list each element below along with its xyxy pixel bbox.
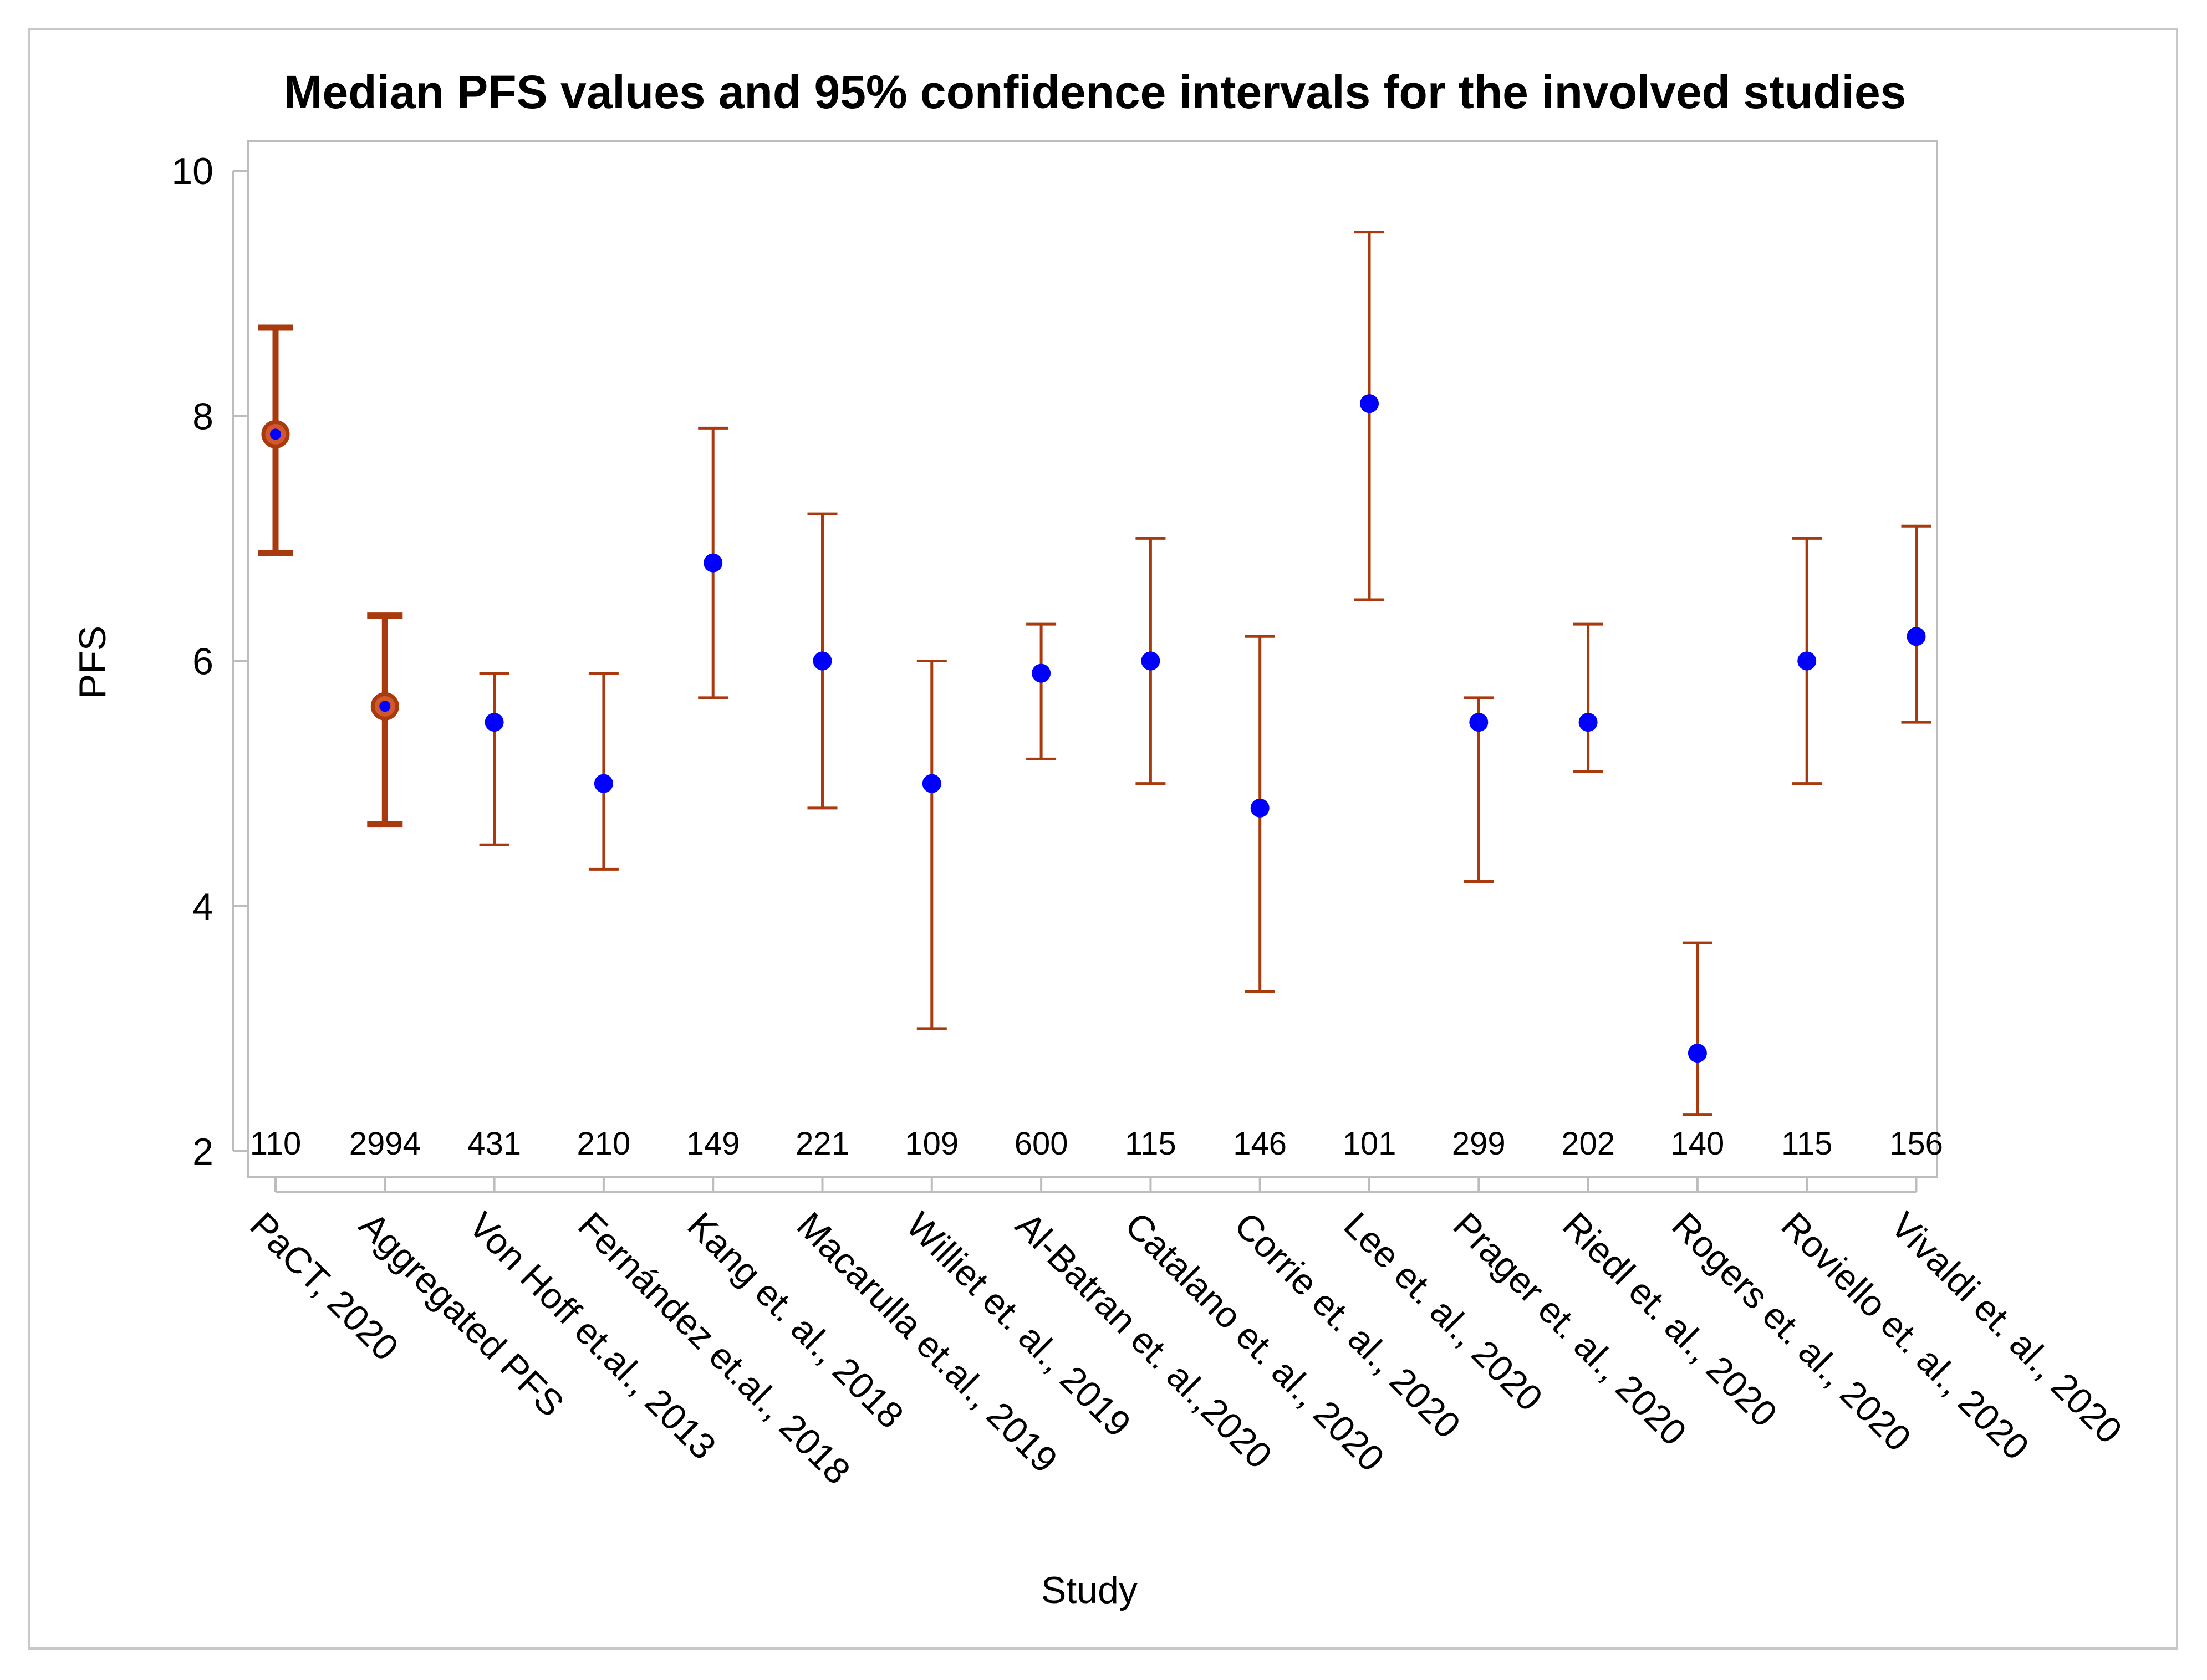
y-tick-label: 6 [192, 641, 213, 683]
study-group: 600 [1015, 622, 1068, 1162]
x-tick-label: Lee et. al., 2020 [1336, 1204, 1551, 1419]
median-point [704, 553, 723, 573]
study-group: 109 [905, 660, 959, 1162]
y-tick-label: 2 [192, 1131, 213, 1173]
sample-size-label: 149 [686, 1126, 740, 1162]
median-point [1141, 651, 1160, 671]
median-point [1797, 651, 1817, 671]
median-point [1250, 798, 1270, 818]
sample-size-label: 140 [1671, 1126, 1725, 1162]
median-point [1688, 1044, 1707, 1063]
median-point [1469, 713, 1489, 732]
sample-size-label: 299 [1452, 1126, 1506, 1162]
sample-size-label: 146 [1233, 1126, 1287, 1162]
median-point [1578, 713, 1598, 732]
study-group: 431 [467, 672, 521, 1162]
median-point [813, 651, 832, 671]
y-tick-label: 4 [192, 886, 213, 928]
study-group: 140 [1671, 941, 1725, 1162]
study-group: 149 [686, 426, 740, 1162]
median-point [485, 713, 504, 732]
median-point [922, 774, 941, 793]
study-group: 210 [577, 672, 631, 1162]
median-point [379, 701, 391, 712]
sample-size-label: 600 [1015, 1126, 1068, 1162]
y-axis: 2 4 6 8 10 [171, 150, 248, 1173]
sample-size-label: 101 [1343, 1126, 1396, 1162]
sample-size-label: 115 [1781, 1126, 1832, 1162]
sample-size-label: 210 [577, 1126, 631, 1162]
sample-size-label: 2994 [349, 1126, 421, 1162]
x-axis-label: Study [1041, 1569, 1138, 1611]
sample-size-label: 202 [1561, 1126, 1615, 1162]
sample-size-label: 156 [1889, 1126, 1943, 1162]
y-tick-label: 10 [171, 150, 213, 192]
study-group: 146 [1233, 635, 1287, 1162]
y-axis-label: PFS [72, 626, 114, 699]
median-point [1907, 627, 1926, 646]
sample-size-label: 110 [250, 1126, 301, 1162]
study-group: 156 [1889, 524, 1943, 1162]
median-point [594, 774, 613, 793]
median-point [270, 428, 281, 440]
study-group: 115 [1125, 537, 1176, 1162]
chart-frame [28, 28, 2178, 1650]
sample-size-label: 109 [905, 1126, 959, 1162]
study-group: 101 [1343, 231, 1396, 1162]
median-point [1032, 663, 1051, 683]
x-tick-label: Aggregated PFS [351, 1204, 572, 1424]
study-group: 202 [1561, 622, 1615, 1162]
median-point [1360, 394, 1379, 413]
y-tick-label: 8 [192, 395, 213, 437]
study-group: 110 [250, 324, 301, 1162]
sample-size-label: 221 [796, 1126, 849, 1162]
chart-title: Median PFS values and 95% confidence int… [284, 66, 1907, 118]
study-group: 221 [796, 512, 849, 1162]
chart-marks: 110 2994 431 210 149 221 109 600 115 146 101 299 202… [250, 231, 1943, 1162]
plot-area [247, 140, 1938, 1178]
study-group: 299 [1452, 696, 1506, 1162]
sample-size-label: 431 [467, 1126, 521, 1162]
study-group: 2994 [349, 612, 421, 1162]
sample-size-label: 115 [1125, 1126, 1176, 1162]
study-group: 115 [1781, 537, 1832, 1162]
